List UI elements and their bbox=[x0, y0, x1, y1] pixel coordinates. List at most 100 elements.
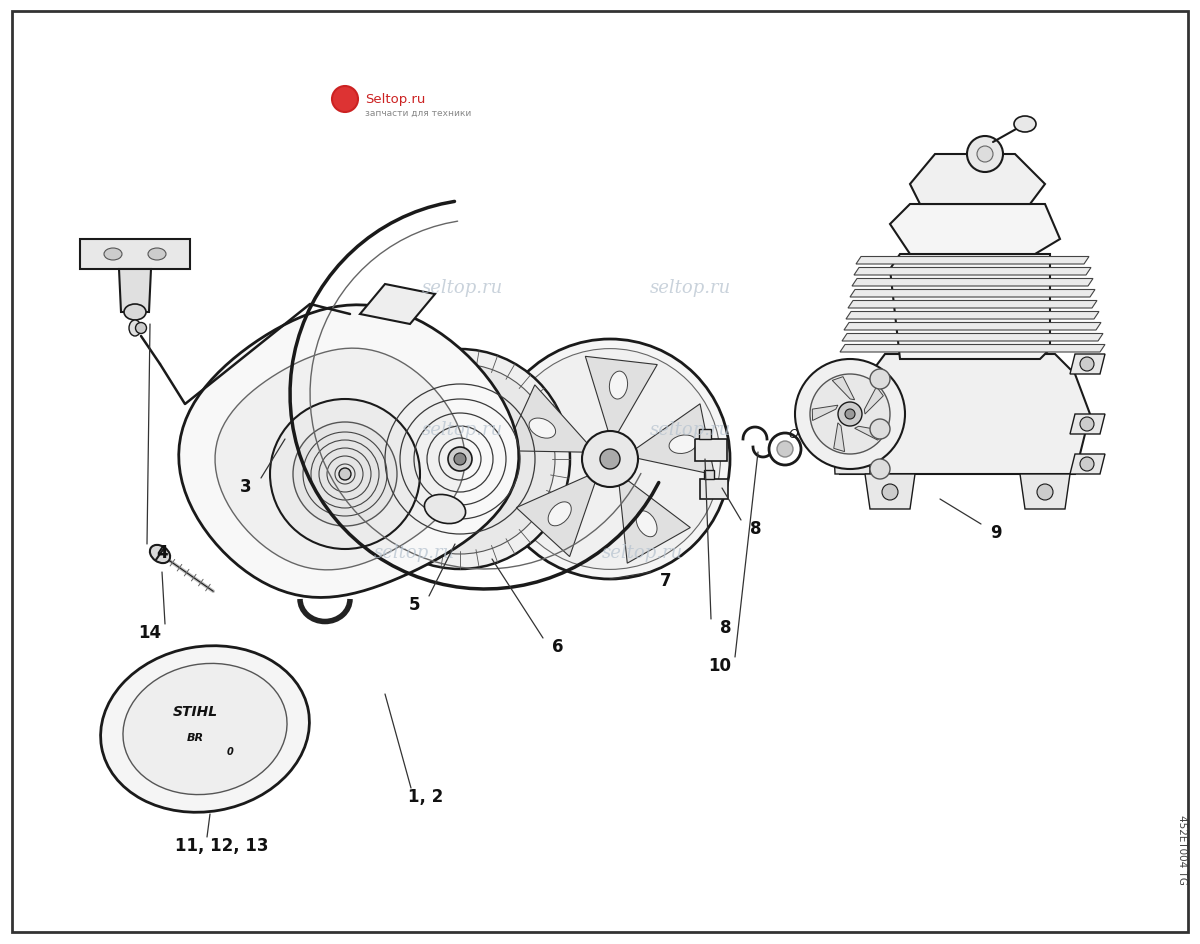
Text: seltop.ru: seltop.ru bbox=[421, 278, 503, 297]
Circle shape bbox=[810, 375, 890, 454]
Polygon shape bbox=[704, 470, 714, 480]
Text: 0: 0 bbox=[227, 746, 233, 756]
Polygon shape bbox=[1020, 475, 1070, 510]
Ellipse shape bbox=[101, 646, 310, 813]
Polygon shape bbox=[119, 270, 151, 312]
Polygon shape bbox=[854, 427, 884, 441]
Polygon shape bbox=[179, 306, 518, 598]
Polygon shape bbox=[852, 279, 1093, 287]
Circle shape bbox=[769, 433, 802, 465]
Text: 14: 14 bbox=[138, 623, 162, 641]
Text: 7: 7 bbox=[660, 571, 672, 589]
Polygon shape bbox=[505, 385, 587, 452]
Text: 5: 5 bbox=[408, 596, 420, 614]
Polygon shape bbox=[890, 255, 1050, 360]
Polygon shape bbox=[854, 268, 1091, 276]
Circle shape bbox=[870, 370, 890, 390]
Ellipse shape bbox=[425, 495, 466, 524]
Polygon shape bbox=[890, 205, 1060, 255]
Text: 452ET004 TG: 452ET004 TG bbox=[1177, 814, 1187, 884]
Polygon shape bbox=[215, 348, 466, 570]
Text: seltop.ru: seltop.ru bbox=[649, 420, 731, 439]
Circle shape bbox=[499, 349, 720, 570]
Polygon shape bbox=[864, 387, 883, 414]
Polygon shape bbox=[833, 378, 854, 400]
Polygon shape bbox=[812, 406, 838, 421]
Circle shape bbox=[600, 449, 620, 469]
Polygon shape bbox=[830, 364, 870, 475]
Text: 1, 2: 1, 2 bbox=[408, 787, 444, 805]
Circle shape bbox=[293, 423, 397, 527]
Polygon shape bbox=[700, 480, 728, 499]
Circle shape bbox=[967, 137, 1003, 173]
Polygon shape bbox=[700, 430, 712, 440]
Circle shape bbox=[796, 360, 905, 469]
Circle shape bbox=[365, 364, 554, 554]
Polygon shape bbox=[1070, 454, 1105, 475]
Polygon shape bbox=[910, 155, 1045, 205]
Ellipse shape bbox=[610, 372, 628, 399]
Polygon shape bbox=[846, 312, 1099, 320]
Text: 10: 10 bbox=[708, 656, 732, 674]
Text: 8: 8 bbox=[750, 519, 762, 537]
Ellipse shape bbox=[636, 512, 658, 537]
Polygon shape bbox=[840, 355, 1090, 475]
Circle shape bbox=[870, 419, 890, 440]
Circle shape bbox=[838, 402, 862, 427]
Ellipse shape bbox=[670, 435, 697, 454]
Polygon shape bbox=[695, 440, 727, 462]
Circle shape bbox=[340, 468, 352, 480]
Polygon shape bbox=[636, 404, 714, 475]
Circle shape bbox=[454, 453, 466, 465]
Text: seltop.ru: seltop.ru bbox=[601, 543, 683, 562]
Text: O: O bbox=[788, 428, 798, 441]
Polygon shape bbox=[516, 477, 595, 557]
Polygon shape bbox=[834, 423, 845, 452]
Circle shape bbox=[870, 460, 890, 480]
Circle shape bbox=[490, 340, 730, 580]
Circle shape bbox=[1037, 484, 1054, 500]
Text: Seltop.ru: Seltop.ru bbox=[365, 93, 425, 107]
Polygon shape bbox=[840, 346, 1105, 353]
Circle shape bbox=[1080, 458, 1094, 471]
Text: seltop.ru: seltop.ru bbox=[421, 420, 503, 439]
Ellipse shape bbox=[122, 664, 287, 795]
Circle shape bbox=[882, 484, 898, 500]
Circle shape bbox=[448, 447, 472, 471]
Polygon shape bbox=[865, 475, 916, 510]
Text: 8: 8 bbox=[720, 618, 732, 636]
Text: BR: BR bbox=[186, 733, 204, 742]
Ellipse shape bbox=[1014, 117, 1036, 133]
Circle shape bbox=[350, 349, 570, 569]
Text: 11, 12, 13: 11, 12, 13 bbox=[175, 836, 269, 854]
Text: 4: 4 bbox=[156, 544, 168, 562]
Polygon shape bbox=[80, 240, 190, 270]
Text: 6: 6 bbox=[552, 637, 564, 655]
Polygon shape bbox=[360, 285, 436, 325]
Polygon shape bbox=[844, 323, 1102, 330]
Polygon shape bbox=[856, 257, 1088, 264]
Polygon shape bbox=[848, 301, 1097, 309]
Text: 3: 3 bbox=[240, 478, 252, 496]
Text: 9: 9 bbox=[990, 523, 1002, 542]
Circle shape bbox=[332, 87, 358, 113]
Polygon shape bbox=[850, 290, 1096, 297]
Circle shape bbox=[136, 323, 146, 334]
Polygon shape bbox=[1070, 414, 1105, 434]
Circle shape bbox=[977, 147, 994, 162]
Circle shape bbox=[582, 431, 638, 487]
Circle shape bbox=[270, 399, 420, 549]
Ellipse shape bbox=[124, 305, 146, 321]
Text: STIHL: STIHL bbox=[173, 704, 217, 718]
Ellipse shape bbox=[529, 418, 556, 439]
Ellipse shape bbox=[548, 502, 571, 526]
Circle shape bbox=[778, 442, 793, 458]
Ellipse shape bbox=[148, 248, 166, 261]
Circle shape bbox=[1080, 358, 1094, 372]
Ellipse shape bbox=[104, 248, 122, 261]
Text: запчасти для техники: запчасти для техники bbox=[365, 109, 472, 117]
Polygon shape bbox=[586, 357, 658, 432]
Ellipse shape bbox=[150, 546, 170, 564]
Text: seltop.ru: seltop.ru bbox=[373, 543, 455, 562]
Ellipse shape bbox=[130, 321, 142, 337]
